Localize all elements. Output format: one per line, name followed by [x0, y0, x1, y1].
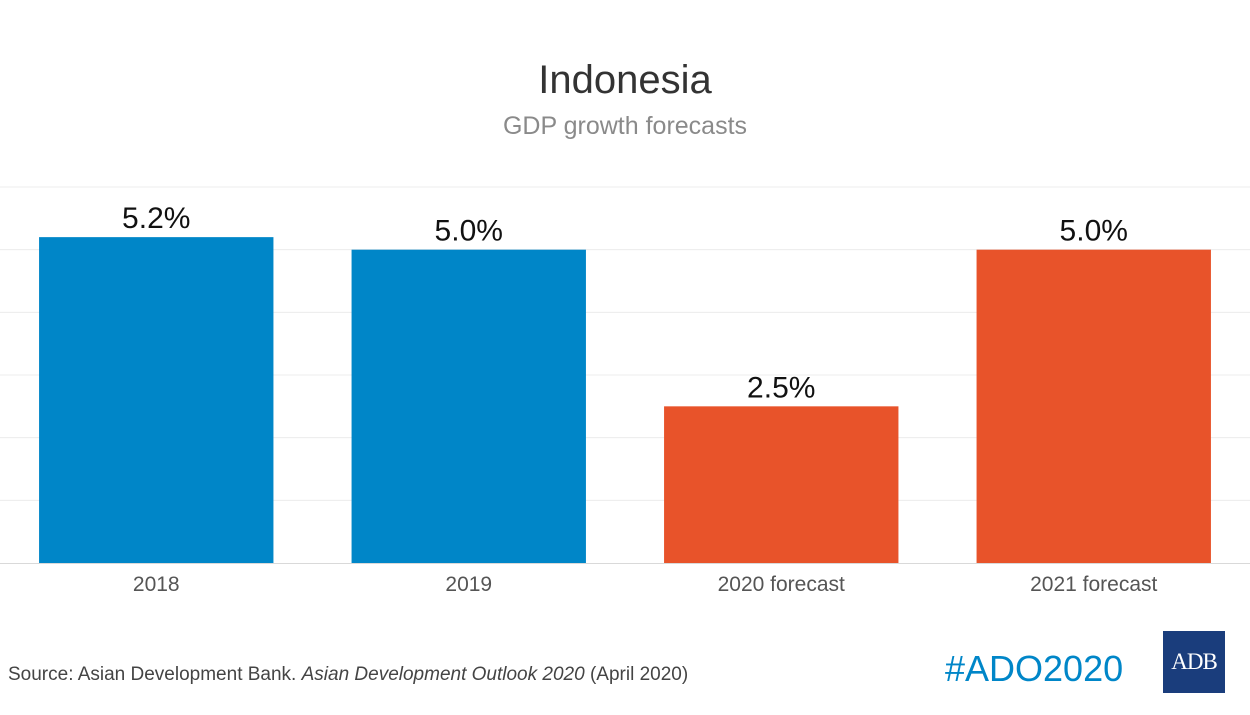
bar	[39, 237, 274, 563]
x-tick-label: 2021 forecast	[1030, 573, 1157, 596]
data-label: 2.5%	[747, 371, 815, 404]
bar-chart: 5.2% 2018 5.0% 2019 2.5% 2020 forecast 5.0% 202…	[0, 186, 1250, 596]
data-label: 5.0%	[435, 215, 503, 248]
chart-subtitle: GDP growth forecasts	[502, 112, 748, 140]
bar	[976, 249, 1211, 563]
data-label: 5.2%	[122, 202, 190, 235]
chart-title: Indonesia	[538, 58, 712, 102]
x-tick-label: 2019	[445, 573, 492, 596]
bar	[664, 406, 899, 563]
bar	[351, 249, 586, 563]
source-prefix: Source: Asian Development Bank.	[8, 664, 302, 685]
x-tick-label: 2020 forecast	[718, 573, 845, 596]
source-suffix: (April 2020)	[584, 664, 689, 685]
source-note: Source: Asian Development Bank. Asian De…	[8, 664, 688, 686]
source-title: Asian Development Outlook 2020	[301, 664, 585, 685]
x-tick-label: 2018	[133, 573, 180, 596]
adb-logo: ADB	[1163, 631, 1225, 693]
data-label: 5.0%	[1060, 215, 1128, 248]
hashtag: #ADO2020	[945, 648, 1124, 689]
